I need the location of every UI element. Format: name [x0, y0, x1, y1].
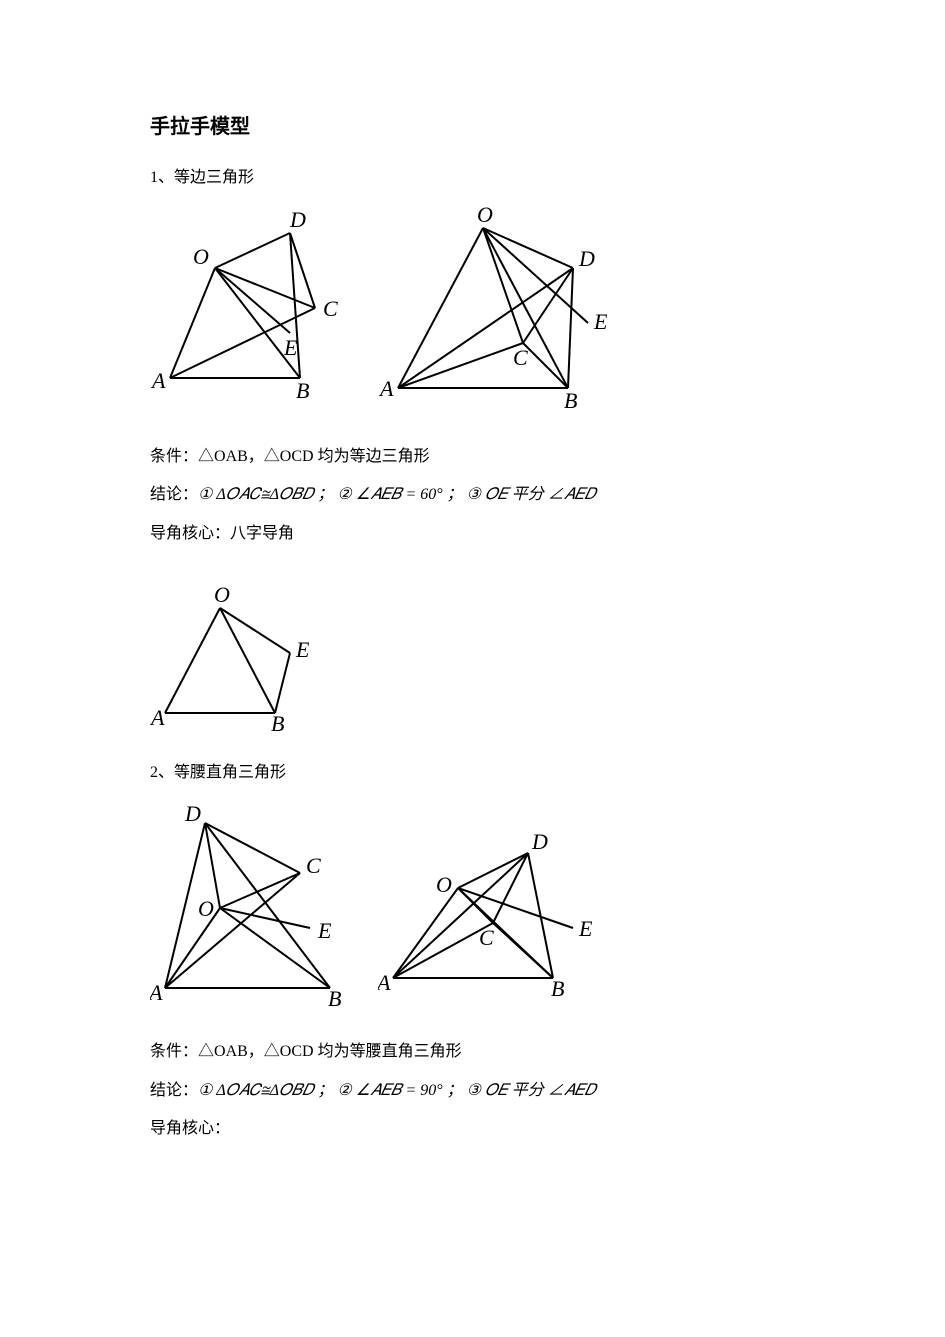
document-page: 手拉手模型 1、等边三角形 ABODCE ABODCE 条件：△OAB，△OCD…: [0, 0, 945, 1228]
condition-body: △OAB，△OCD 均为等边三角形: [198, 448, 430, 465]
section2-figure-row: A B O D C E A B O D C E: [150, 798, 795, 1013]
geometry-diagram: A B O D C E: [150, 798, 360, 1008]
section1-conclusion: 结论：① Δ𝑂𝐴𝐶≅Δ𝑂𝐵𝐷 ； ② ∠𝐴𝐸𝐵 = 60° ； ③ 𝑂𝐸 平分 …: [150, 476, 795, 514]
section1-figure-left: A B O D CE: [150, 203, 360, 418]
svg-text:O: O: [198, 896, 214, 921]
svg-text:D: D: [184, 801, 201, 826]
section2-condition: 条件：△OAB，△OCD 均为等腰直角三角形: [150, 1033, 795, 1071]
svg-text:A: A: [150, 368, 166, 393]
core-prefix: 导角核心：: [150, 525, 230, 542]
section1-figure-small-row: A B O E: [150, 583, 795, 738]
svg-text:B: B: [296, 378, 309, 403]
conclusion-item-1: ① Δ𝑂𝐴𝐶≅Δ𝑂𝐵𝐷 ；: [198, 486, 333, 503]
conclusion-item-3: ③ 𝑂𝐸 平分 ∠𝐴𝐸𝐷: [467, 1082, 596, 1099]
svg-text:A: A: [378, 376, 394, 401]
svg-text:C: C: [306, 853, 321, 878]
svg-text:B: B: [551, 976, 564, 998]
conclusion-prefix: 结论：: [150, 1082, 198, 1099]
conclusion-prefix: 结论：: [150, 486, 198, 503]
svg-text:E: E: [578, 916, 593, 941]
section1-condition: 条件：△OAB，△OCD 均为等边三角形: [150, 438, 795, 476]
svg-text:C: C: [479, 925, 494, 950]
section2-figure-left: A B O D C E: [150, 798, 360, 1013]
geometry-diagram: A B O D CE: [150, 203, 360, 403]
conclusion-item-2: ② ∠𝐴𝐸𝐵 = 60° ；: [337, 486, 462, 503]
core-prefix: 导角核心：: [150, 1120, 230, 1137]
geometry-diagram: A B O D C E: [378, 798, 608, 998]
svg-text:A: A: [150, 980, 163, 1005]
section1-figure-right: A B O D C E: [378, 203, 628, 418]
section2-figure-right: A B O D C E: [378, 798, 608, 1013]
condition-prefix: 条件：: [150, 448, 198, 465]
section2-conclusion: 结论：① Δ𝑂𝐴𝐶≅Δ𝑂𝐵𝐷 ； ② ∠𝐴𝐸𝐵 = 90° ； ③ 𝑂𝐸 平分 …: [150, 1072, 795, 1110]
section2-core: 导角核心：: [150, 1110, 795, 1148]
svg-text:O: O: [477, 203, 493, 227]
svg-text:O: O: [193, 244, 209, 269]
svg-text:A: A: [150, 705, 165, 730]
svg-text:E: E: [295, 637, 310, 662]
section1-core: 导角核心：八字导角: [150, 515, 795, 553]
svg-text:B: B: [328, 986, 341, 1008]
conclusion-item-3: ③ 𝑂𝐸 平分 ∠𝐴𝐸𝐷: [467, 486, 596, 503]
svg-text:O: O: [436, 872, 452, 897]
geometry-diagram: A B O D C E: [378, 203, 628, 413]
section1-figure-row: ABODCE ABODCE: [150, 203, 795, 418]
core-body: 八字导角: [230, 525, 294, 542]
svg-text:C: C: [513, 345, 528, 370]
page-title: 手拉手模型: [150, 110, 795, 139]
svg-text:E: E: [593, 309, 608, 334]
svg-text:B: B: [271, 711, 284, 733]
svg-text:D: D: [531, 829, 548, 854]
svg-text:E: E: [283, 335, 298, 360]
section1-label: 1、等边三角形: [150, 163, 795, 187]
svg-text:B: B: [564, 388, 577, 413]
geometry-diagram: A B O E: [150, 583, 320, 733]
svg-text:E: E: [317, 918, 332, 943]
conclusion-item-1: ① Δ𝑂𝐴𝐶≅Δ𝑂𝐵𝐷 ；: [198, 1082, 333, 1099]
condition-body: △OAB，△OCD 均为等腰直角三角形: [198, 1043, 462, 1060]
conclusion-item-2: ② ∠𝐴𝐸𝐵 = 90° ；: [337, 1082, 462, 1099]
svg-text:C: C: [323, 296, 338, 321]
condition-prefix: 条件：: [150, 1043, 198, 1060]
section2-label: 2、等腰直角三角形: [150, 758, 795, 782]
section1-figure-small: A B O E: [150, 583, 320, 738]
svg-text:D: D: [578, 246, 595, 271]
svg-text:O: O: [214, 583, 230, 607]
svg-text:D: D: [289, 207, 306, 232]
svg-text:A: A: [378, 970, 391, 995]
